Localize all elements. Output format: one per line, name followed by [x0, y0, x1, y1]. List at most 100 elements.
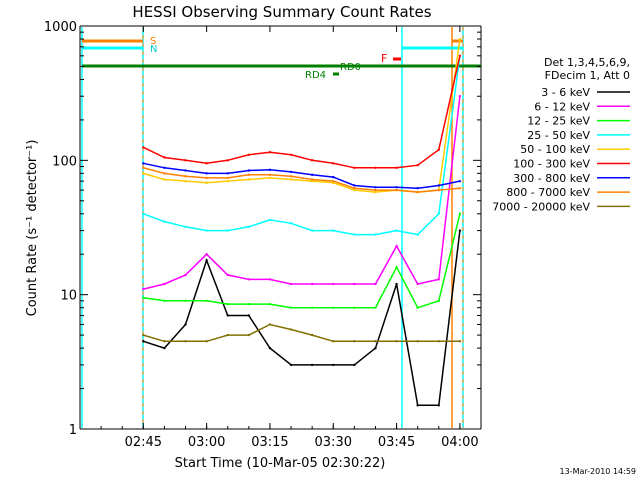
x-tick-label: 03:15: [251, 435, 288, 450]
data-point: [416, 340, 419, 343]
data-point: [332, 363, 335, 367]
data-point: [353, 340, 356, 343]
data-point: [310, 333, 314, 337]
data-point: [289, 170, 293, 174]
data-point: [310, 173, 314, 177]
data-point: [205, 259, 208, 262]
legend: Det 1,3,4,5,6,9, FDecim 1, Att 0 3 - 6 k…: [492, 56, 630, 213]
data-point: [142, 162, 145, 165]
data-point: [416, 187, 419, 190]
legend-label: 3 - 6 keV: [541, 86, 590, 99]
data-point: [142, 296, 145, 299]
y-tick-label: 1: [69, 423, 77, 438]
data-point: [289, 153, 293, 156]
data-point: [310, 159, 314, 162]
data-point: [310, 306, 314, 309]
legend-label: 100 - 300 keV: [513, 158, 590, 171]
data-point: [332, 340, 335, 343]
data-point: [184, 323, 187, 326]
annotation-rd0: RD0: [340, 62, 361, 73]
data-point: [247, 302, 251, 306]
data-point: [289, 328, 293, 331]
data-point: [163, 299, 166, 303]
data-point: [310, 178, 314, 181]
data-point: [226, 159, 229, 162]
series-line: [143, 96, 461, 290]
data-point: [205, 181, 208, 185]
data-point: [289, 178, 293, 181]
data-point: [163, 282, 166, 286]
data-point: [310, 282, 314, 286]
data-point: [374, 166, 377, 169]
legend-label: 300 - 800 keV: [513, 172, 590, 185]
data-point: [163, 178, 166, 181]
data-point: [142, 340, 145, 343]
footer-date: 13-Mar-2010 14:59: [560, 467, 637, 476]
annotation-s: S: [150, 36, 156, 47]
y-tick-label: 100: [52, 154, 77, 169]
annotation-n: N: [150, 44, 157, 55]
series-2: [142, 95, 462, 291]
series-1: [142, 229, 462, 407]
legend-label: 25 - 50 keV: [527, 129, 590, 142]
data-point: [163, 156, 166, 159]
y-tick-label: 1000: [44, 20, 77, 35]
legend-label: 12 - 25 keV: [527, 115, 590, 128]
data-point: [268, 346, 272, 350]
series-8: [142, 166, 462, 194]
data-point: [247, 153, 251, 156]
series-line: [143, 230, 461, 407]
data-point: [332, 162, 335, 165]
data-point: [142, 146, 145, 149]
series-layer: [142, 37, 462, 407]
x-axis-label: Start Time (10-Mar-05 02:30:22): [175, 456, 386, 471]
data-point: [226, 176, 229, 180]
data-point: [268, 323, 272, 326]
series-4: [142, 54, 462, 236]
legend-label: 800 - 7000 keV: [506, 186, 590, 199]
y-axis-ticks: 1 10 100 1000: [44, 20, 481, 438]
data-point: [353, 187, 356, 190]
data-point: [458, 179, 462, 183]
series-9: [142, 323, 462, 343]
data-point: [374, 188, 377, 192]
data-point: [184, 175, 187, 178]
legend-label: 7000 - 20000 keV: [492, 200, 590, 213]
data-point: [226, 273, 229, 277]
data-point: [268, 168, 272, 172]
series-line: [143, 167, 460, 193]
data-point: [395, 282, 398, 286]
data-point: [163, 172, 166, 175]
y-axis-label: Count Rate (s⁻¹ detector⁻¹): [25, 140, 40, 317]
data-point: [205, 340, 208, 343]
series-line: [143, 38, 461, 193]
chart-title: HESSI Observing Summary Count Rates: [132, 3, 431, 21]
series-line: [143, 213, 461, 309]
data-point: [332, 229, 335, 232]
x-tick-label: 02:45: [125, 435, 162, 450]
data-point: [310, 363, 314, 367]
data-point: [458, 340, 462, 343]
data-point: [416, 163, 419, 167]
data-point: [205, 172, 208, 175]
data-point: [395, 186, 398, 189]
data-point: [268, 218, 272, 222]
data-point: [437, 148, 440, 151]
data-point: [226, 302, 229, 306]
series-line: [143, 323, 460, 343]
data-point: [353, 184, 356, 187]
data-point: [416, 404, 419, 407]
data-point: [184, 299, 187, 303]
data-point: [332, 179, 335, 183]
legend-header-2: FDecim 1, Att 0: [545, 69, 630, 82]
data-point: [416, 233, 419, 236]
data-point: [437, 184, 440, 187]
data-point: [163, 166, 166, 169]
data-point: [395, 266, 398, 269]
data-point: [437, 278, 440, 281]
data-point: [395, 244, 398, 248]
data-point: [437, 212, 440, 215]
data-point: [226, 229, 229, 232]
data-point: [268, 150, 272, 154]
annotation-f: F: [381, 52, 387, 65]
